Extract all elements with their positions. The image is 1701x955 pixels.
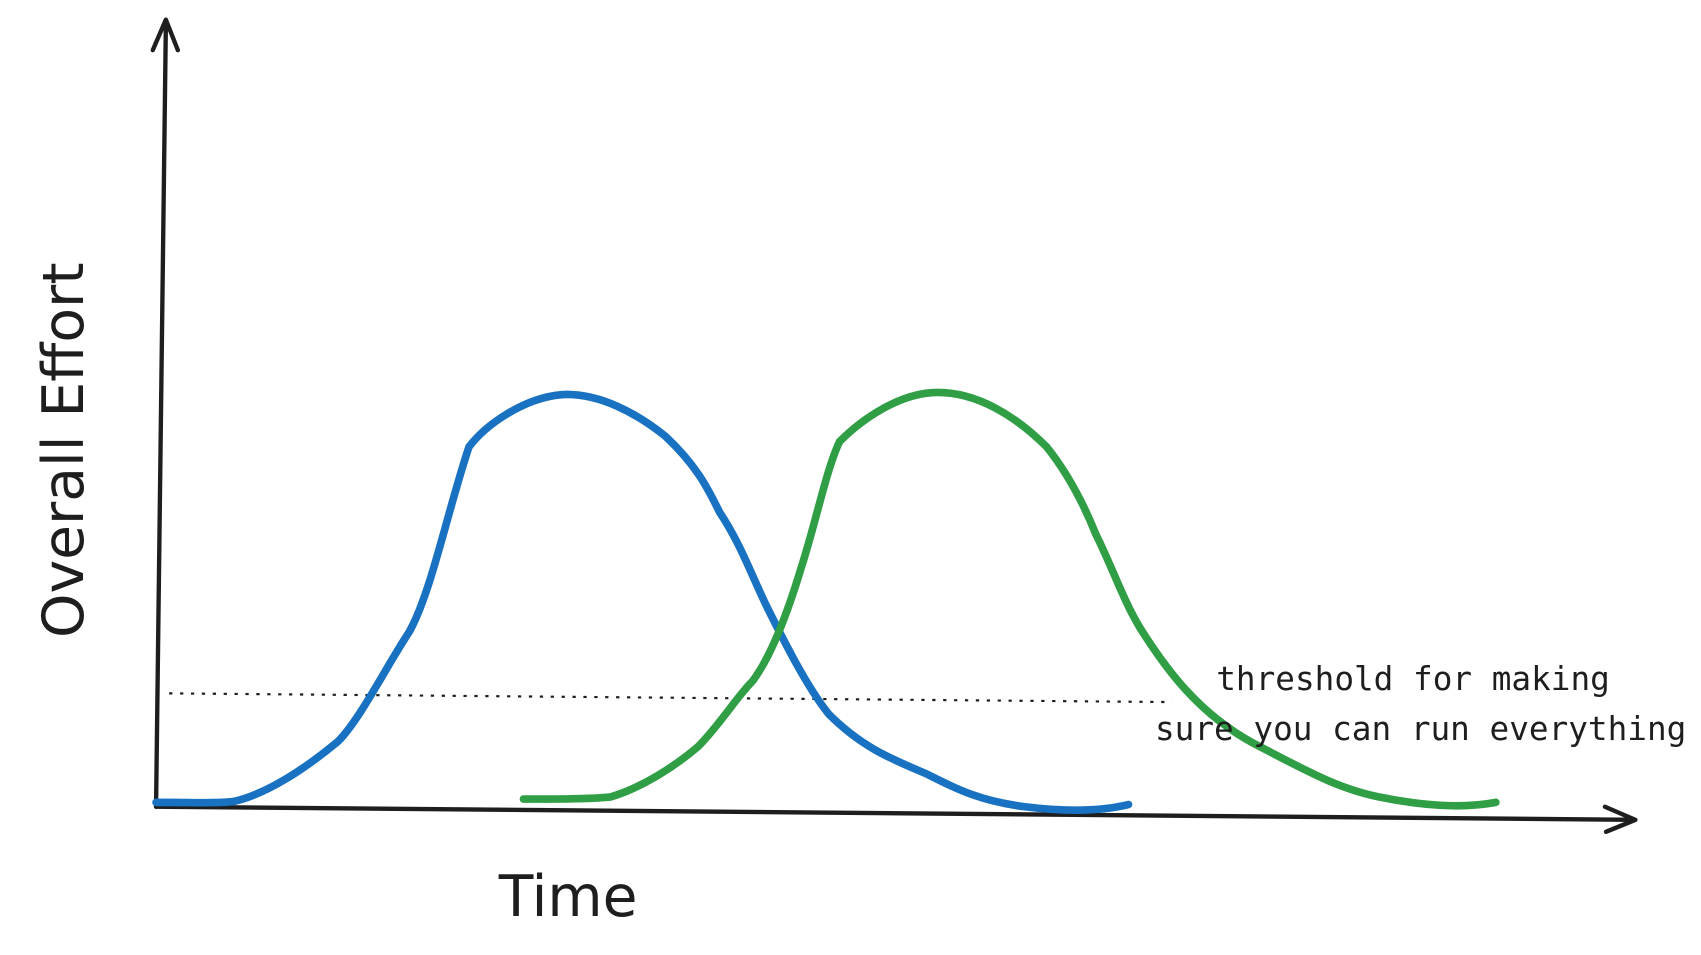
y-axis-arrow <box>150 17 181 53</box>
threshold-line <box>169 692 1173 704</box>
green-curve <box>519 388 1500 810</box>
x-axis-label: Time <box>498 864 638 930</box>
blue-curve <box>152 390 1133 815</box>
x-axis-arrow <box>1602 804 1638 834</box>
y-axis-label: Overall Effort <box>31 262 97 638</box>
annotation-line: sure you can run everything <box>1155 710 1686 748</box>
x-axis <box>153 804 1636 822</box>
y-axis <box>153 21 169 809</box>
annotation-line: threshold for making <box>1216 660 1610 698</box>
